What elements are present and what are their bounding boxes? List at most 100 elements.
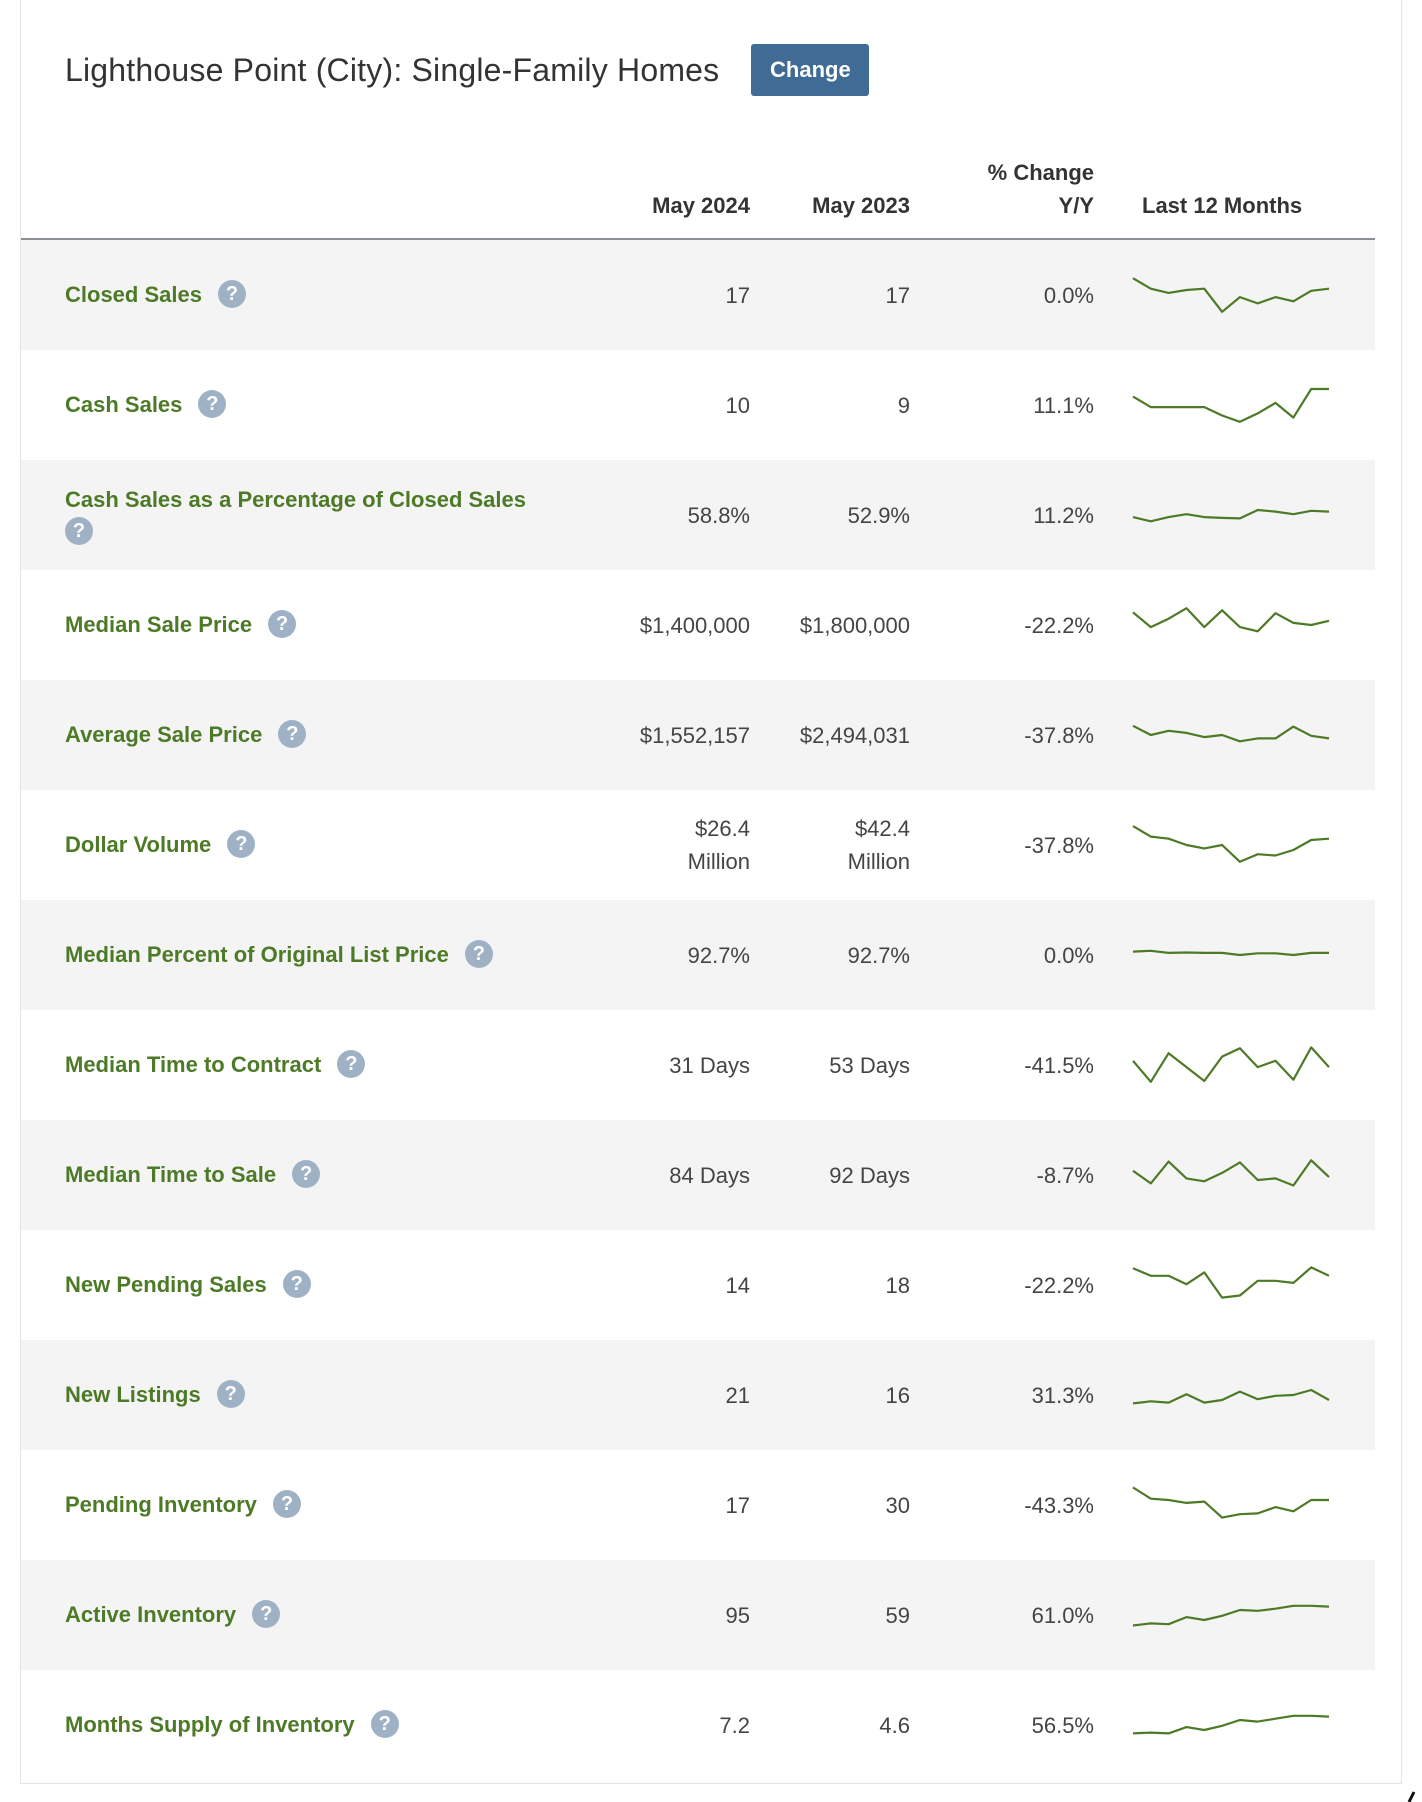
previous-value: $1,800,000 (750, 570, 910, 680)
change-value: -41.5% (934, 1010, 1094, 1120)
change-value: -22.2% (934, 1230, 1094, 1340)
previous-value-text: 92.7% (847, 942, 910, 968)
metric-cell: Cash Sales as a Percentage of Closed Sal… (65, 460, 605, 570)
column-header-change-line2: Y/Y (1058, 193, 1094, 218)
current-value-text: 92.7% (687, 942, 750, 968)
change-value-text: -22.2% (1024, 612, 1094, 638)
metric-label-group: Dollar Volume? (65, 828, 256, 862)
help-icon[interactable]: ? (272, 1490, 301, 1519)
help-icon[interactable]: ? (370, 1710, 399, 1739)
metric-cell: Months Supply of Inventory? (65, 1670, 605, 1780)
change-button[interactable]: Change (751, 44, 870, 96)
metric-label[interactable]: Median Percent of Original List Price (65, 942, 449, 967)
help-icon[interactable]: ? (282, 1270, 311, 1299)
change-value: 0.0% (934, 900, 1094, 1010)
metric-cell: New Pending Sales? (65, 1230, 605, 1340)
help-icon[interactable]: ? (292, 1160, 321, 1189)
metric-label[interactable]: Dollar Volume (65, 832, 212, 857)
change-value-text: 0.0% (1043, 282, 1094, 308)
current-value-text: 17 (725, 282, 750, 308)
sparkline-line (1132, 1714, 1330, 1735)
previous-value-text: 53 Days (829, 1052, 910, 1078)
previous-value-text: $42.4 Million (847, 816, 910, 874)
metric-label[interactable]: Cash Sales as a Percentage of Closed Sal… (65, 487, 527, 512)
change-value-text: -41.5% (1024, 1052, 1094, 1078)
previous-value-text: 16 (885, 1382, 910, 1408)
help-icon[interactable]: ? (278, 720, 307, 749)
previous-value: 30 (750, 1450, 910, 1560)
help-icon[interactable]: ? (464, 940, 493, 969)
change-value: 11.1% (934, 350, 1094, 460)
previous-value-text: $1,800,000 (799, 612, 910, 638)
current-value: 31 Days (590, 1010, 750, 1120)
column-header-previous: May 2023 (812, 193, 910, 218)
previous-value: 52.9% (750, 460, 910, 570)
metric-label-group: Average Sale Price? (65, 718, 307, 752)
metric-label-group: Median Percent of Original List Price? (65, 938, 493, 972)
change-value: -37.8% (934, 790, 1094, 900)
corner-mark-icon (1407, 1791, 1416, 1802)
metric-label[interactable]: Median Time to Sale (65, 1162, 277, 1187)
help-icon[interactable]: ? (268, 610, 297, 639)
metric-label[interactable]: Median Time to Contract (65, 1052, 322, 1077)
help-icon[interactable]: ? (217, 280, 246, 309)
change-value-text: -8.7% (1036, 1162, 1094, 1188)
sparkline-line (1132, 949, 1329, 957)
table-row: Median Sale Price? $1,400,000 $1,800,000 -2… (21, 570, 1375, 680)
table-header: May 2024 May 2023 % Change Y/Y Last 12 M… (21, 150, 1375, 240)
metric-label[interactable]: Pending Inventory (65, 1492, 257, 1517)
help-icon[interactable]: ? (227, 830, 256, 859)
previous-value: 53 Days (750, 1010, 910, 1120)
change-value: -43.3% (934, 1450, 1094, 1560)
change-value: -22.2% (934, 570, 1094, 680)
change-value-text: 56.5% (1031, 1712, 1094, 1738)
previous-value-text: $2,494,031 (799, 722, 910, 748)
previous-value-text: 4.6 (879, 1712, 910, 1738)
current-value-text: 17 (725, 1492, 750, 1518)
sparkline-line (1132, 1604, 1330, 1627)
sparkline-line (1132, 1266, 1330, 1299)
metric-label[interactable]: New Listings (65, 1382, 201, 1407)
sparkline-line (1132, 607, 1330, 633)
help-icon[interactable]: ? (337, 1050, 366, 1079)
metric-label[interactable]: Average Sale Price (65, 722, 263, 747)
table-row: Pending Inventory? 17 30 -43.3% (21, 1450, 1375, 1560)
current-value-text: 84 Days (669, 1162, 750, 1188)
previous-value-text: 92 Days (829, 1162, 910, 1188)
table-row: Closed Sales? 17 17 0.0% (21, 240, 1375, 350)
table-row: Months Supply of Inventory? 7.2 4.6 56.5% (21, 1670, 1375, 1780)
metric-label-group: Cash Sales? (65, 388, 227, 422)
metric-label[interactable]: Active Inventory (65, 1602, 237, 1627)
metric-label[interactable]: Median Sale Price (65, 612, 253, 637)
previous-value: $2,494,031 (750, 680, 910, 790)
table-row: New Listings? 21 16 31.3% (21, 1340, 1375, 1450)
change-value: 31.3% (934, 1340, 1094, 1450)
metric-label[interactable]: Months Supply of Inventory (65, 1712, 355, 1737)
metric-label-group: Median Time to Sale? (65, 1158, 321, 1192)
sparkline-chart (1132, 1714, 1330, 1735)
table-body: Closed Sales? 17 17 0.0% Cash Sales? 10 9 11.1%… (21, 240, 1375, 1780)
sparkline-chart (1132, 1604, 1330, 1627)
metric-label-group: Active Inventory? (65, 1598, 281, 1632)
help-icon[interactable]: ? (252, 1600, 281, 1629)
metric-label[interactable]: Cash Sales (65, 392, 183, 417)
metric-label-group: Closed Sales? (65, 278, 246, 312)
metric-label-group: Median Time to Contract? (65, 1048, 366, 1082)
change-value-text: 0.0% (1043, 942, 1094, 968)
metric-label-group: Median Sale Price? (65, 608, 297, 642)
help-icon[interactable]: ? (198, 390, 227, 419)
sparkline-line (1132, 825, 1330, 863)
change-value-text: 61.0% (1031, 1602, 1094, 1628)
current-value-text: $26.4 Million (687, 816, 750, 874)
help-icon[interactable]: ? (216, 1380, 245, 1409)
sparkline-line (1132, 387, 1329, 423)
change-value: -37.8% (934, 680, 1094, 790)
current-value-wrap: $26.4 Million (670, 812, 750, 878)
sparkline-chart (1132, 508, 1330, 523)
metric-label[interactable]: Closed Sales (65, 282, 202, 307)
current-value-text: 95 (725, 1602, 750, 1628)
previous-value: 9 (750, 350, 910, 460)
metric-label[interactable]: New Pending Sales (65, 1272, 267, 1297)
previous-value: $42.4 Million (750, 790, 910, 900)
help-icon[interactable]: ? (65, 517, 93, 545)
